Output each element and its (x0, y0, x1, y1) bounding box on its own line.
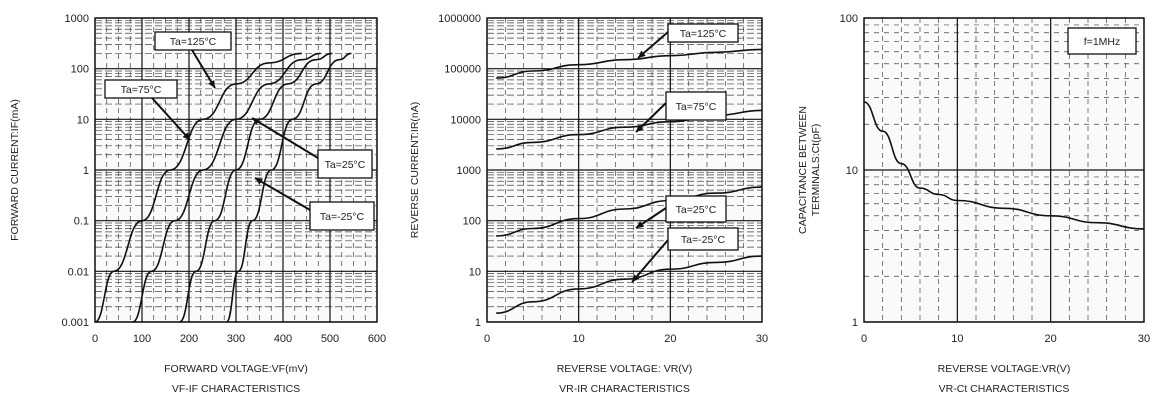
frequency-label: f=1MHz (1084, 36, 1120, 48)
callout-arrow (151, 97, 191, 141)
callout-box (317, 149, 373, 179)
x-tick-label: 500 (321, 333, 339, 345)
callout-label: Ta=125°C (680, 28, 727, 40)
callout-arrow (254, 177, 311, 211)
y-tick-label: 1000 (65, 13, 89, 25)
callout-box (665, 195, 727, 223)
callout-arrow (631, 239, 669, 283)
callout-label: Ta=25°C (676, 204, 717, 216)
arrow-head (638, 50, 646, 58)
x-tick-label: 0 (861, 333, 867, 345)
callout-label: Ta=75°C (121, 84, 162, 96)
x-tick-label: 200 (180, 333, 198, 345)
plot-frame (863, 17, 1145, 323)
x-tick-label: 100 (133, 333, 151, 345)
chart-3: 1 10 100 0 10 20 30 REVERSE VOLTAGE:VR(V) VR-Ct … (797, 13, 1150, 395)
grid (94, 17, 378, 323)
callout-box (154, 31, 232, 51)
y-tick-label: 1 (475, 317, 481, 329)
x-tick-label: 300 (227, 333, 245, 345)
x-tick-label: 400 (274, 333, 292, 345)
y-tick-label: 100000 (444, 64, 481, 76)
chart-caption: VF-IF CHARACTERISTICS (172, 383, 300, 395)
y-tick-label: 1000000 (438, 13, 481, 25)
x-tick-label: 10 (573, 333, 585, 345)
chart-caption: VR-Ct CHARACTERISTICS (939, 383, 1070, 395)
y-axis-label: FORWARD CURRENT:IF(mA) (9, 99, 21, 241)
x-tick-label: 10 (951, 333, 963, 345)
callout-arrow (191, 49, 216, 89)
arrow-head (636, 221, 644, 228)
series-line-ta-75-c (132, 52, 321, 323)
series-line-ta-125-c (496, 48, 763, 79)
arrow-head (255, 178, 263, 185)
x-tick-label: 30 (756, 333, 768, 345)
y-tick-label: 100 (840, 13, 858, 25)
y-tick-label: 0.01 (68, 266, 89, 278)
y-tick-label: 10000 (450, 114, 481, 126)
x-tick-label: 0 (484, 333, 490, 345)
y-tick-label: 0.1 (74, 216, 89, 228)
y-tick-label: 0.001 (61, 317, 89, 329)
x-tick-label: 20 (664, 333, 676, 345)
y-tick-label: 100 (463, 216, 481, 228)
chart-caption: VR-IR CHARACTERISTICS (559, 383, 690, 395)
x-axis-label: REVERSE VOLTAGE: VR(V) (557, 363, 693, 375)
x-tick-label: 0 (92, 333, 98, 345)
x-tick-label: 20 (1045, 333, 1057, 345)
callout-label: Ta=25°C (325, 159, 366, 171)
callout-arrow (251, 117, 319, 159)
y-tick-label: 10 (846, 165, 858, 177)
y-tick-label: 1 (83, 165, 89, 177)
series-line-ta-25-c (496, 186, 763, 237)
x-axis-label: REVERSE VOLTAGE:VR(V) (938, 363, 1071, 375)
chart-2: 1 10 100 1000 10000 100000 1000000 0 10 20 30 REVER… (409, 13, 768, 395)
y-tick-label: 10 (77, 114, 89, 126)
series-line-ta-25-c (225, 52, 352, 323)
y-axis-label: REVERSE CURRENT:IR(nA) (409, 102, 421, 239)
callout-label: Ta=75°C (676, 101, 717, 113)
arrow-head (632, 274, 640, 282)
series-line-ta-25-c (179, 52, 333, 323)
arrow-head (252, 118, 260, 125)
y-tick-label: 10 (469, 266, 481, 278)
plot-frame (94, 17, 378, 323)
arrow-head (182, 132, 190, 140)
callout-label: Ta=125°C (170, 36, 217, 48)
chart-1: 0.001 0.01 0.1 1 10 100 1000 0 100 200 300 400 500 60… (9, 13, 386, 395)
callout-box (309, 201, 375, 231)
x-tick-label: 30 (1138, 333, 1150, 345)
series-line-ta-125-c (94, 52, 302, 323)
x-axis-label: FORWARD VOLTAGE:VF(mV) (164, 363, 308, 375)
plot-frame (486, 17, 763, 323)
series-line-ct (863, 101, 1145, 230)
callout-box (667, 227, 739, 251)
y-tick-label: 1 (852, 317, 858, 329)
callout-box (667, 23, 739, 43)
y-tick-label: 1000 (457, 165, 481, 177)
callout-box (104, 79, 178, 99)
y-axis-label: CAPACITANCE BETWEENTERMINALS:Ct(pF) (797, 106, 822, 234)
arrow-head (208, 80, 215, 88)
callout-label: Ta=-25°C (320, 211, 365, 223)
callout-box (665, 91, 727, 121)
frequency-box (1067, 27, 1137, 55)
y-tick-label: 100 (71, 64, 89, 76)
series-line-ta-25-c (496, 255, 763, 314)
x-tick-label: 600 (368, 333, 386, 345)
arrow-head (636, 124, 644, 132)
callout-label: Ta=-25°C (681, 234, 726, 246)
